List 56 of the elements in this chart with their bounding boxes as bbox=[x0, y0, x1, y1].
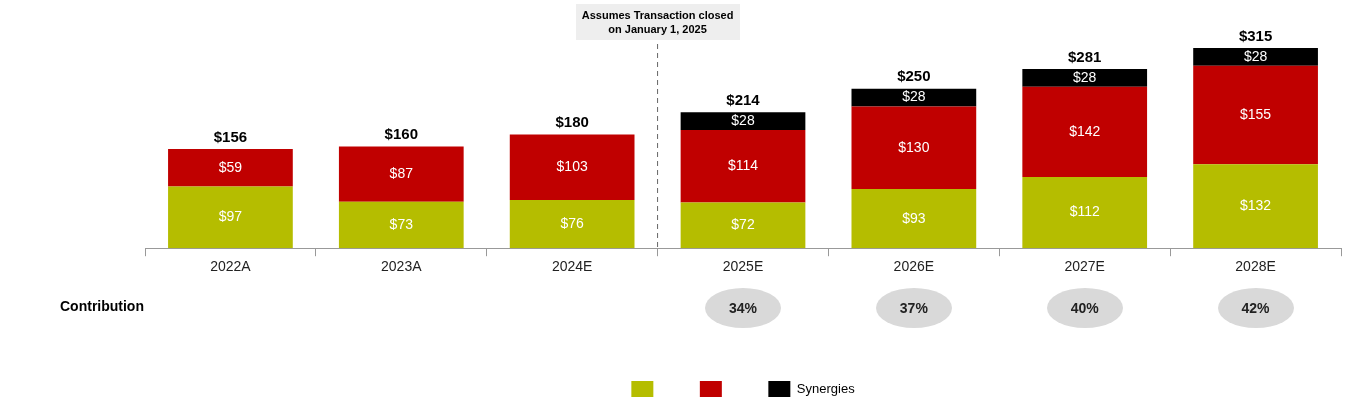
x-tick-label: 2022A bbox=[210, 258, 252, 275]
bar bbox=[851, 189, 977, 249]
data-label: $28 bbox=[1073, 68, 1097, 85]
bar bbox=[1022, 68, 1148, 87]
bar bbox=[168, 186, 293, 249]
x-tick-label: 2027E bbox=[1064, 258, 1105, 275]
total-label: $250 bbox=[897, 67, 931, 85]
total-label: $315 bbox=[1238, 26, 1273, 44]
data-label: $73 bbox=[389, 215, 414, 232]
total-label: $180 bbox=[555, 113, 589, 131]
data-label: $103 bbox=[556, 158, 588, 175]
x-tick-label: 2023A bbox=[381, 258, 423, 275]
data-label: $114 bbox=[727, 157, 759, 174]
bar bbox=[338, 146, 464, 202]
legend-label: Synergies bbox=[796, 380, 856, 396]
data-label: $28 bbox=[1243, 47, 1268, 64]
total-label: $281 bbox=[1068, 47, 1102, 65]
ellipse-badge: 34% bbox=[705, 288, 781, 329]
text: Assumes Transaction closed on January 1, 2025 bbox=[575, 4, 740, 40]
data-label: $93 bbox=[902, 209, 926, 226]
bar bbox=[680, 202, 806, 249]
ellipse-badge: 37% bbox=[875, 288, 952, 329]
ellipse-badge: 40% bbox=[1046, 288, 1123, 329]
bar bbox=[509, 134, 635, 200]
data-label: $28 bbox=[902, 88, 926, 105]
total-label: $214 bbox=[726, 90, 761, 108]
x-tick-label: 2028E bbox=[1235, 258, 1276, 275]
bar bbox=[851, 106, 977, 190]
bar bbox=[680, 129, 806, 203]
data-label: $59 bbox=[218, 158, 243, 175]
data-label: $87 bbox=[389, 165, 414, 182]
x-tick-label: 2024E bbox=[551, 258, 593, 275]
data-label: $72 bbox=[731, 216, 755, 233]
data-label: $142 bbox=[1069, 122, 1101, 139]
text: Contribution bbox=[60, 298, 145, 316]
bar bbox=[1193, 48, 1318, 66]
data-label: $132 bbox=[1239, 197, 1272, 214]
bar bbox=[1193, 65, 1318, 165]
data-label: $112 bbox=[1069, 203, 1100, 220]
data-label: $76 bbox=[560, 214, 585, 231]
x-tick-label: 2025E bbox=[722, 258, 764, 275]
bar bbox=[509, 199, 635, 249]
data-label: $130 bbox=[898, 138, 930, 155]
ellipse-badge: 42% bbox=[1217, 288, 1294, 329]
total-label: $156 bbox=[213, 127, 248, 145]
data-label: $155 bbox=[1239, 105, 1272, 122]
data-label: $97 bbox=[218, 208, 243, 225]
total-label: $160 bbox=[384, 125, 418, 143]
bar bbox=[680, 112, 806, 130]
bar bbox=[1193, 164, 1318, 249]
data-label: $28 bbox=[731, 111, 755, 128]
x-tick-label: 2026E bbox=[893, 258, 935, 275]
bar bbox=[338, 201, 464, 249]
bar bbox=[1022, 86, 1148, 178]
bar bbox=[1022, 177, 1148, 249]
bar bbox=[168, 149, 293, 187]
